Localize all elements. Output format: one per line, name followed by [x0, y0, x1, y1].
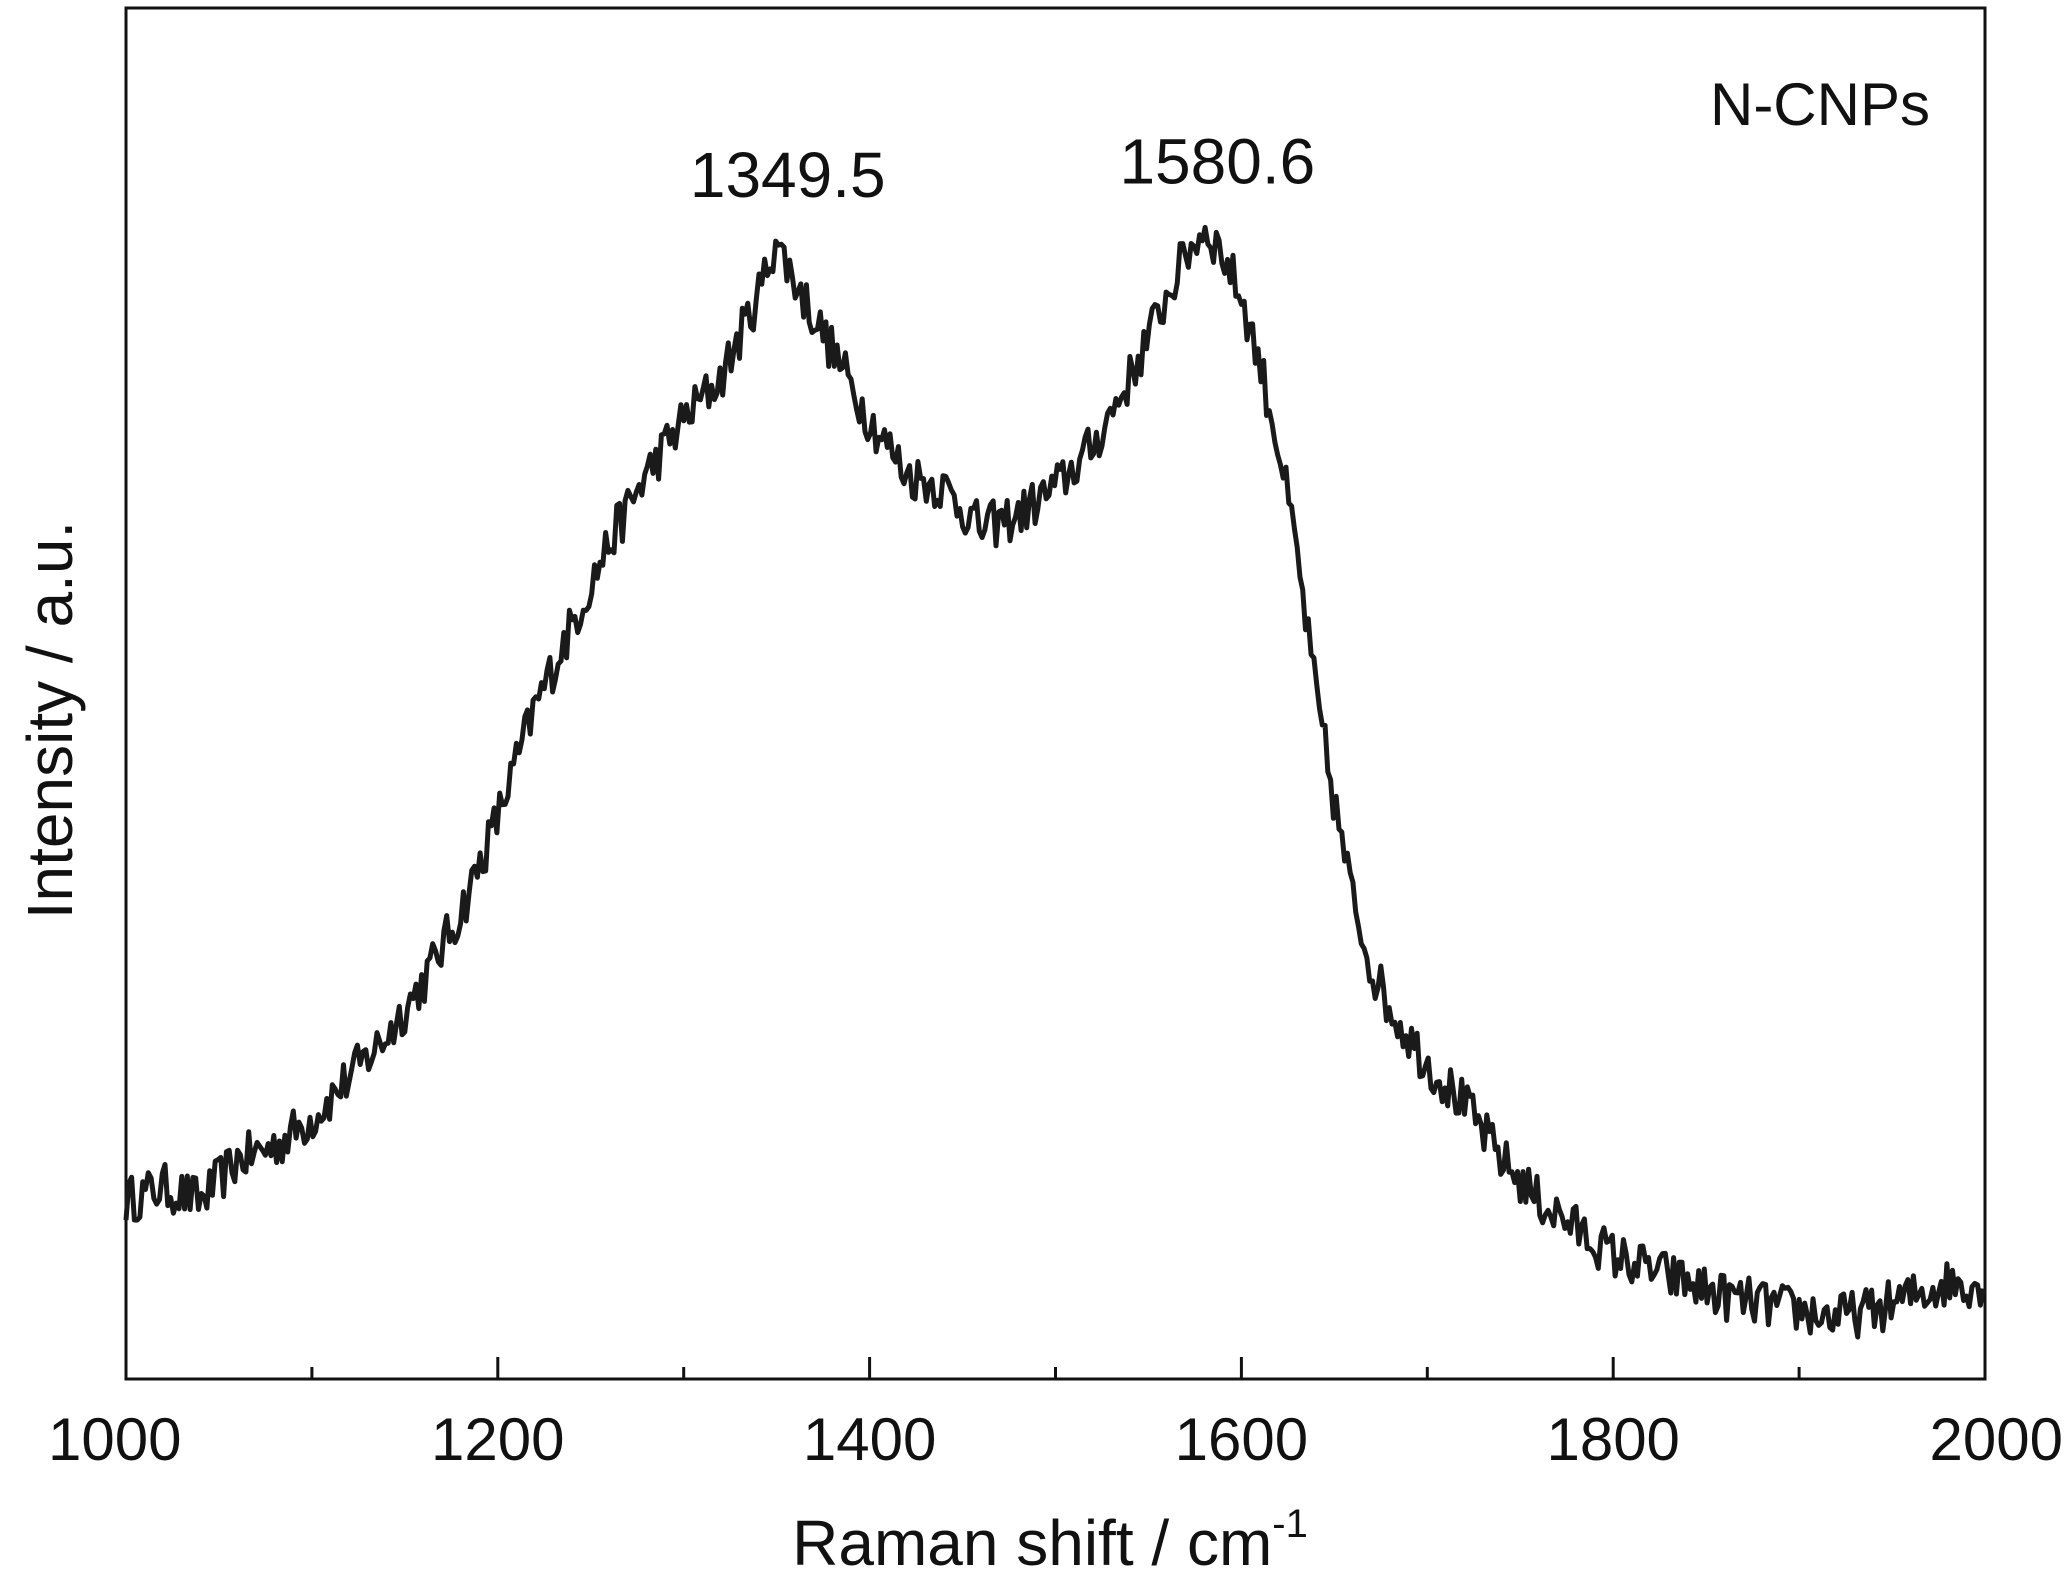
- plot-frame: [124, 6, 1987, 1381]
- x-tick-label: 1400: [803, 1406, 936, 1473]
- sample-label: N-CNPs: [1710, 71, 1930, 138]
- x-axis-title-sup: -1: [1272, 1502, 1308, 1546]
- x-tick-label: 1200: [431, 1406, 564, 1473]
- x-axis-title: Raman shift / cm-1: [792, 1502, 1308, 1579]
- x-tick-label: 1600: [1175, 1406, 1308, 1473]
- x-axis-tick-labels: 1000 1200 1400 1600 1800 2000: [48, 1406, 2063, 1473]
- x-axis-title-main: Raman shift / cm: [792, 1507, 1272, 1579]
- y-axis-title: Intensity / a.u.: [14, 521, 86, 919]
- peak-annotations: 1349.5 1580.6: [690, 125, 1315, 211]
- x-tick-label: 1800: [1546, 1406, 1679, 1473]
- x-tick-label: 2000: [1930, 1406, 2063, 1473]
- x-tick-label: 1000: [48, 1406, 181, 1473]
- peak-label: 1349.5: [690, 139, 886, 211]
- spectrum-line: [123, 224, 1986, 1340]
- x-axis-ticks: [124, 1357, 1987, 1379]
- peak-label: 1580.6: [1119, 125, 1315, 197]
